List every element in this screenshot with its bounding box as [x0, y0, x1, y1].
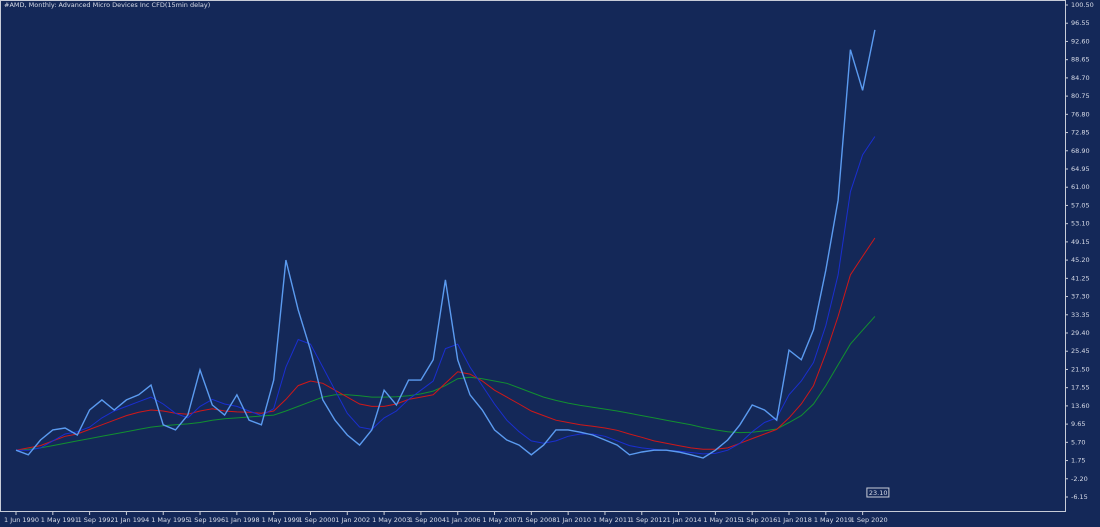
x-tick-label: 1 May 2019: [814, 516, 852, 524]
y-tick-label: 37.30: [1071, 293, 1090, 301]
plot-border: [0, 0, 1066, 512]
x-tick-label: 1 Sep 2012: [630, 516, 667, 524]
x-tick-label: 1 Jan 1994: [114, 516, 149, 524]
y-tick-label: 64.95: [1071, 165, 1090, 173]
price-label: 23.10: [869, 489, 888, 497]
y-tick-label: -6.15: [1071, 493, 1088, 501]
y-tick-label: 29.40: [1071, 329, 1090, 337]
y-tick-label: 41.25: [1071, 274, 1090, 282]
x-tick-label: 1 May 1999: [262, 516, 300, 524]
x-tick-label: 1 May 2011: [593, 516, 631, 524]
moving-average: [15, 237, 876, 451]
y-tick-label: 33.35: [1071, 311, 1090, 319]
x-tick-label: 1 Jan 2010: [556, 516, 591, 524]
y-tick-label: 61.00: [1071, 183, 1090, 191]
price-line: [15, 29, 876, 459]
y-tick-label: 13.60: [1071, 402, 1090, 410]
x-tick-label: 1 May 2007: [483, 516, 521, 524]
y-tick-label: 21.50: [1071, 365, 1090, 373]
x-tick-label: 1 Sep 2020: [851, 516, 888, 524]
y-tick-label: 57.05: [1071, 201, 1090, 209]
x-tick-label: 1 Jun 1990: [4, 516, 39, 524]
moving-average: [16, 136, 876, 455]
y-tick-label: 17.55: [1071, 384, 1090, 392]
x-tick-label: 1 May 1995: [151, 516, 189, 524]
x-tick-label: 1 May 1991: [41, 516, 79, 524]
y-tick-label: 92.60: [1071, 37, 1090, 45]
x-tick-label: 1 Sep 2000: [298, 516, 335, 524]
x-tick-label: 1 Sep 2008: [519, 516, 556, 524]
y-tick-label: 96.55: [1071, 19, 1090, 27]
y-tick-label: 1.75: [1071, 457, 1085, 465]
y-tick-label: 76.80: [1071, 110, 1090, 118]
moving-average: [15, 316, 876, 451]
y-tick-label: 25.45: [1071, 347, 1090, 355]
chart-title: #AMD, Monthly: Advanced Micro Devices In…: [4, 1, 210, 9]
y-tick-label: 5.70: [1071, 438, 1085, 446]
x-tick-label: 1 May 2015: [703, 516, 741, 524]
y-tick-label: 84.70: [1071, 74, 1090, 82]
x-tick-label: 1 Jan 2014: [667, 516, 702, 524]
x-tick-label: 1 Sep 1996: [188, 516, 225, 524]
y-tick-label: 88.65: [1071, 56, 1090, 64]
y-tick-label: 9.65: [1071, 420, 1085, 428]
y-tick-label: -2.20: [1071, 475, 1088, 483]
y-tick-label: 45.20: [1071, 256, 1090, 264]
price-label-box: [866, 487, 890, 498]
y-tick-label: 80.75: [1071, 92, 1090, 100]
x-tick-label: 1 Jan 1998: [225, 516, 260, 524]
y-tick-label: 49.15: [1071, 238, 1090, 246]
y-tick-label: 72.85: [1071, 129, 1090, 137]
x-tick-label: 1 May 2003: [372, 516, 410, 524]
x-tick-label: 1 Jan 2018: [777, 516, 812, 524]
x-tick-label: 1 Jan 2002: [335, 516, 370, 524]
y-tick-label: 100.50: [1071, 1, 1094, 9]
y-tick-label: 68.90: [1071, 147, 1090, 155]
y-tick-label: 53.10: [1071, 220, 1090, 228]
x-tick-label: 1 Sep 1992: [78, 516, 115, 524]
x-tick-label: 1 Sep 2004: [409, 516, 446, 524]
x-tick-label: 1 Sep 2016: [740, 516, 777, 524]
x-tick-label: 1 Jan 2006: [446, 516, 481, 524]
